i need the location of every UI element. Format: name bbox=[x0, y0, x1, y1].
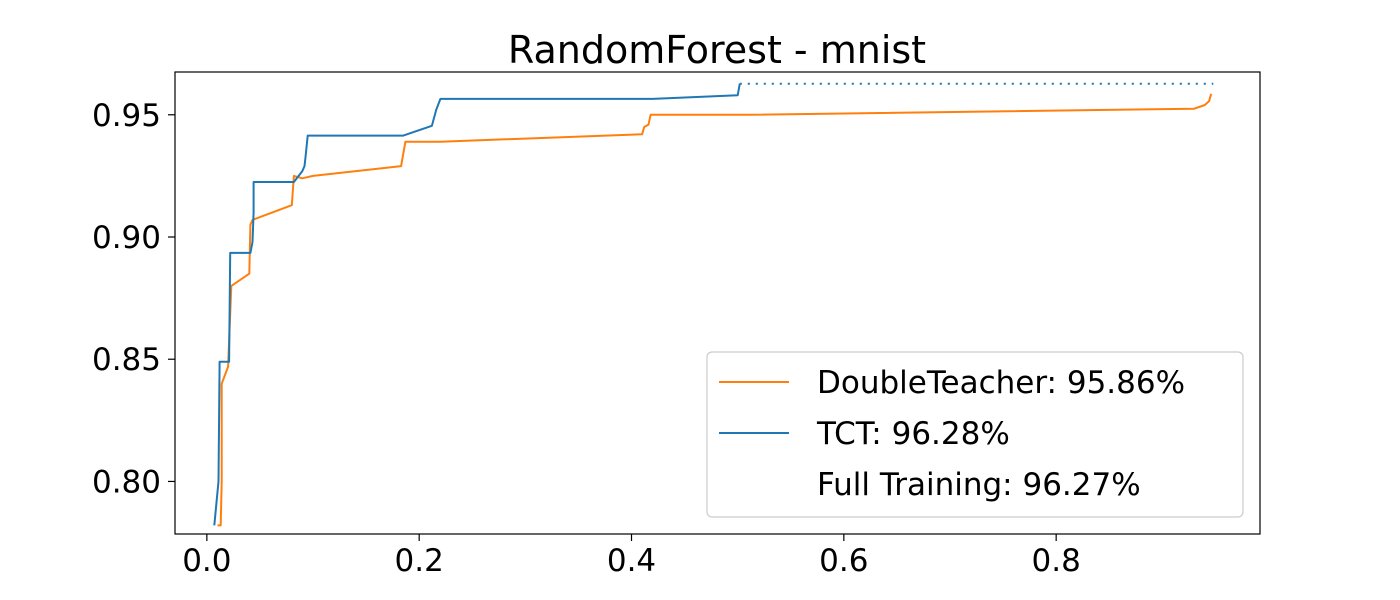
series-layer bbox=[213, 82, 1214, 527]
x-tick-label: 0.0 bbox=[182, 543, 231, 579]
plot-frame bbox=[174, 71, 1261, 535]
legend: DoubleTeacher: 95.86% TCT: 96.28% Full Tra… bbox=[706, 351, 1244, 518]
y-axis: 0.80 0.85 0.90 0.95 bbox=[92, 98, 175, 500]
chart-title: RandomForest - mnist bbox=[508, 28, 926, 72]
y-tick-label: 0.90 bbox=[92, 220, 161, 256]
legend-label: DoubleTeacher: 95.86% bbox=[817, 365, 1185, 401]
legend-label: Full Training: 96.27% bbox=[817, 467, 1141, 503]
y-tick-label: 0.95 bbox=[92, 98, 161, 134]
series-line-tct bbox=[213, 83, 741, 526]
x-tick-label: 0.8 bbox=[1032, 543, 1081, 579]
legend-box bbox=[706, 351, 1244, 518]
x-tick-label: 0.4 bbox=[607, 543, 656, 579]
legend-label: TCT: 96.28% bbox=[816, 416, 1010, 452]
x-tick-label: 0.2 bbox=[395, 543, 444, 579]
series-line-doubleteacher bbox=[217, 93, 1213, 527]
y-tick-label: 0.80 bbox=[92, 464, 161, 500]
x-tick-label: 0.6 bbox=[819, 543, 868, 579]
x-axis: 0.0 0.2 0.4 0.6 0.8 bbox=[182, 534, 1081, 579]
y-tick-label: 0.85 bbox=[92, 342, 161, 378]
